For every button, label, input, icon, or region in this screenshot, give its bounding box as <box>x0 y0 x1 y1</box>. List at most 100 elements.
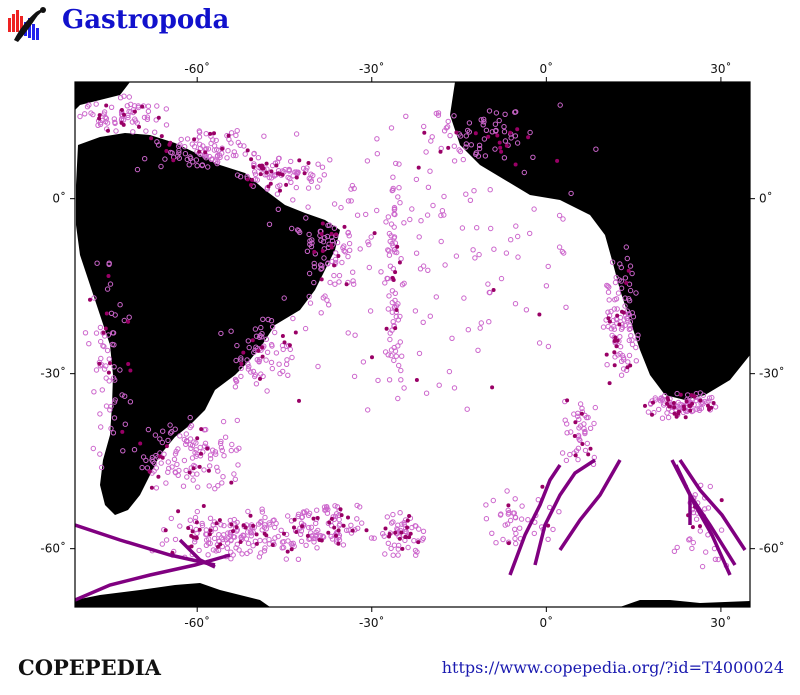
open-marker <box>397 200 403 206</box>
open-marker <box>712 556 719 562</box>
open-marker <box>414 549 420 555</box>
open-marker <box>388 221 395 227</box>
open-marker <box>223 537 229 543</box>
open-marker <box>203 155 209 161</box>
filled-marker <box>282 340 287 345</box>
open-marker <box>419 537 425 543</box>
open-marker <box>364 158 371 164</box>
open-marker <box>718 527 725 533</box>
open-marker <box>108 425 114 432</box>
open-marker <box>690 539 696 546</box>
open-marker <box>144 114 151 120</box>
open-marker <box>435 110 442 116</box>
open-marker <box>324 297 330 303</box>
open-marker <box>421 123 427 130</box>
open-marker <box>122 393 128 399</box>
open-marker <box>453 253 460 259</box>
open-marker <box>435 112 442 118</box>
page-url[interactable]: https://www.copepedia.org/?id=T4000024 <box>441 658 784 677</box>
open-marker <box>397 313 403 320</box>
open-marker <box>201 443 208 449</box>
filled-marker <box>280 334 285 338</box>
lat-tick-label: -60˚ <box>40 541 66 556</box>
open-marker <box>234 172 241 178</box>
open-marker <box>239 551 245 557</box>
copepedia-logo-icon <box>8 7 46 43</box>
open-marker <box>101 109 108 115</box>
open-marker <box>183 431 190 437</box>
open-marker <box>145 108 152 114</box>
lat-tick-label: -60˚ <box>759 541 785 556</box>
open-marker <box>416 350 423 357</box>
open-marker <box>674 544 680 551</box>
open-marker <box>559 248 566 255</box>
open-marker <box>659 415 666 421</box>
open-marker <box>238 365 244 371</box>
open-marker <box>391 357 397 364</box>
open-marker <box>306 510 313 516</box>
open-marker <box>626 337 632 344</box>
open-marker <box>190 477 196 483</box>
open-marker <box>368 234 374 240</box>
open-marker <box>248 530 255 536</box>
filled-marker <box>216 544 220 549</box>
open-marker <box>158 460 164 466</box>
open-marker <box>575 413 581 419</box>
open-marker <box>303 542 309 548</box>
filled-marker <box>268 181 273 186</box>
open-marker <box>477 325 483 331</box>
open-marker <box>351 281 357 287</box>
open-marker <box>113 128 119 134</box>
open-marker <box>311 264 318 270</box>
open-marker <box>543 283 550 289</box>
filled-marker <box>238 540 243 544</box>
filled-marker <box>217 518 222 523</box>
open-marker <box>393 160 399 167</box>
open-marker <box>622 275 629 281</box>
filled-marker <box>395 244 400 249</box>
open-marker <box>490 497 496 504</box>
open-marker <box>366 264 372 271</box>
open-marker <box>286 168 292 174</box>
open-marker <box>401 385 407 391</box>
open-marker <box>556 212 563 219</box>
filled-marker <box>615 338 620 343</box>
open-marker <box>265 316 271 323</box>
open-marker <box>613 296 620 302</box>
open-marker <box>206 536 212 542</box>
filled-marker <box>612 350 617 355</box>
open-marker <box>130 129 136 135</box>
open-marker <box>238 355 244 361</box>
open-marker <box>476 251 482 258</box>
open-marker <box>246 363 252 370</box>
open-marker <box>449 335 455 341</box>
open-marker <box>163 106 170 112</box>
open-marker <box>363 211 369 218</box>
filled-marker <box>391 278 396 282</box>
open-marker <box>234 417 241 424</box>
open-marker <box>392 348 399 354</box>
open-marker <box>345 229 351 236</box>
open-marker <box>255 155 262 161</box>
open-marker <box>470 247 476 253</box>
open-marker <box>515 233 521 240</box>
open-marker <box>120 448 126 454</box>
open-marker <box>108 104 115 110</box>
open-marker <box>340 542 347 548</box>
open-marker <box>390 552 396 558</box>
open-marker <box>111 364 117 370</box>
open-marker <box>396 362 402 369</box>
open-marker <box>159 541 166 547</box>
open-marker <box>556 509 562 515</box>
filled-marker <box>159 134 164 139</box>
open-marker <box>258 371 264 377</box>
open-marker <box>112 397 118 403</box>
filled-marker <box>515 127 520 132</box>
filled-marker <box>254 541 259 546</box>
filled-marker <box>416 165 421 170</box>
open-marker <box>101 366 108 372</box>
open-marker <box>503 250 510 256</box>
open-marker <box>317 532 324 539</box>
open-marker <box>326 222 333 228</box>
open-marker <box>254 357 260 363</box>
